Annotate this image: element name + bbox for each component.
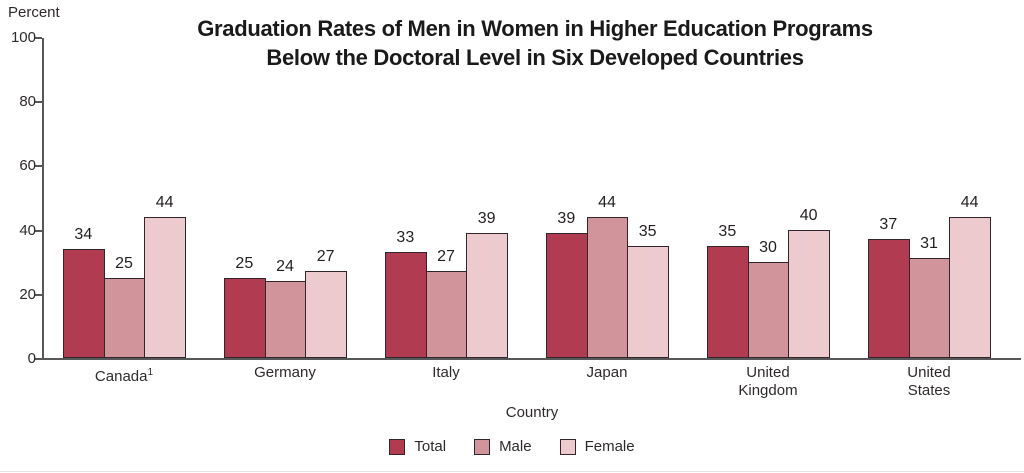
x-axis-line <box>42 358 1021 360</box>
x-tick-label-line: Italy <box>432 364 460 381</box>
legend-swatch-female <box>559 438 576 455</box>
bar-male-canada <box>103 277 146 358</box>
x-tick-label-japan: Japan <box>542 364 672 382</box>
bar-value-label: 37 <box>879 216 898 234</box>
bar-value-label: 27 <box>316 248 335 266</box>
bar-male-japan <box>586 216 629 358</box>
legend: Total Male Female <box>0 438 1024 455</box>
bar-total-canada <box>63 248 105 358</box>
bar-value-label: 35 <box>718 222 737 240</box>
y-axis-tick <box>34 358 42 360</box>
x-axis-title: Country <box>505 404 559 421</box>
bar-value-label: 44 <box>960 193 979 211</box>
bar-value-label: 27 <box>437 248 455 266</box>
bar-value-label: 25 <box>115 254 133 272</box>
chart-title: Graduation Rates of Men in Women in High… <box>46 14 1024 72</box>
bar-male-italy <box>425 271 468 358</box>
chart-title-line2: Below the Doctoral Level in Six Develope… <box>266 45 804 70</box>
x-tick-label-line: Kingdom <box>738 382 798 399</box>
y-tick-label: 100 <box>10 29 36 46</box>
bar-value-label: 44 <box>155 193 174 211</box>
bar-male-united-states <box>908 258 951 358</box>
bar-value-label: 31 <box>920 235 938 253</box>
y-tick-label: 60 <box>19 157 36 175</box>
bar-value-label: 34 <box>74 225 93 243</box>
bar-female-germany <box>305 271 347 358</box>
legend-label: Total <box>414 438 447 455</box>
legend-swatch-total <box>389 438 406 455</box>
bar-value-label: 39 <box>477 209 496 227</box>
bar-value-label: 30 <box>759 238 777 256</box>
y-axis-tick <box>34 229 42 232</box>
legend-item-female: Female <box>559 438 635 455</box>
x-tick-label-italy: Italy <box>381 364 511 382</box>
chart-title-line1: Graduation Rates of Men in Women in High… <box>197 16 873 41</box>
x-tick-label-united-states: United States <box>864 364 994 400</box>
y-tick-label: 0 <box>27 350 36 367</box>
bar-value-label: 40 <box>799 206 818 224</box>
x-tick-label-canada: Canada1 <box>59 364 189 386</box>
bar-value-label: 39 <box>557 209 576 227</box>
bar-total-united-states <box>868 239 910 358</box>
bar-value-label: 24 <box>276 257 294 275</box>
bar-total-japan <box>546 232 588 358</box>
bottom-hairline <box>0 471 1024 472</box>
bar-total-germany <box>224 277 266 358</box>
bar-female-italy <box>466 232 508 358</box>
y-tick-label: 20 <box>19 285 36 303</box>
bar-female-canada <box>144 216 186 358</box>
legend-label: Female <box>584 438 635 455</box>
bar-value-label: 33 <box>396 229 415 247</box>
bar-male-united-kingdom <box>747 261 790 358</box>
bar-value-label: 35 <box>638 222 657 240</box>
bar-value-label: 44 <box>598 193 616 211</box>
y-axis-title: Percent <box>8 4 60 21</box>
legend-item-male: Male <box>474 438 532 455</box>
legend-swatch-male <box>474 438 491 455</box>
bar-female-united-kingdom <box>788 229 830 358</box>
legend-label: Male <box>499 438 532 455</box>
x-tick-label-germany: Germany <box>220 364 350 382</box>
y-axis-tick <box>34 101 42 104</box>
x-tick-label-united-kingdom: United Kingdom <box>703 364 833 400</box>
y-tick-label: 40 <box>19 221 36 239</box>
x-tick-label-line: United <box>746 364 790 381</box>
x-tick-label-line: States <box>907 382 951 399</box>
y-axis-line <box>42 38 44 360</box>
y-tick-label: 80 <box>19 93 36 111</box>
y-axis-tick <box>34 37 42 39</box>
bar-total-united-kingdom <box>707 245 749 358</box>
x-tick-label-line: Canada1 <box>94 367 154 385</box>
legend-item-total: Total <box>389 438 446 455</box>
bar-female-united-states <box>949 216 991 358</box>
bar-male-germany <box>264 280 307 358</box>
y-axis-tick <box>34 165 42 168</box>
bar-value-label: 25 <box>235 254 254 272</box>
x-tick-label-line: Japan <box>586 364 628 381</box>
x-tick-label-line: Germany <box>254 364 316 381</box>
bar-total-italy <box>385 252 427 358</box>
x-tick-label-line: United <box>907 364 951 381</box>
bar-female-japan <box>627 245 669 358</box>
y-axis-tick <box>34 293 42 296</box>
footnote-marker: 1 <box>147 367 154 378</box>
